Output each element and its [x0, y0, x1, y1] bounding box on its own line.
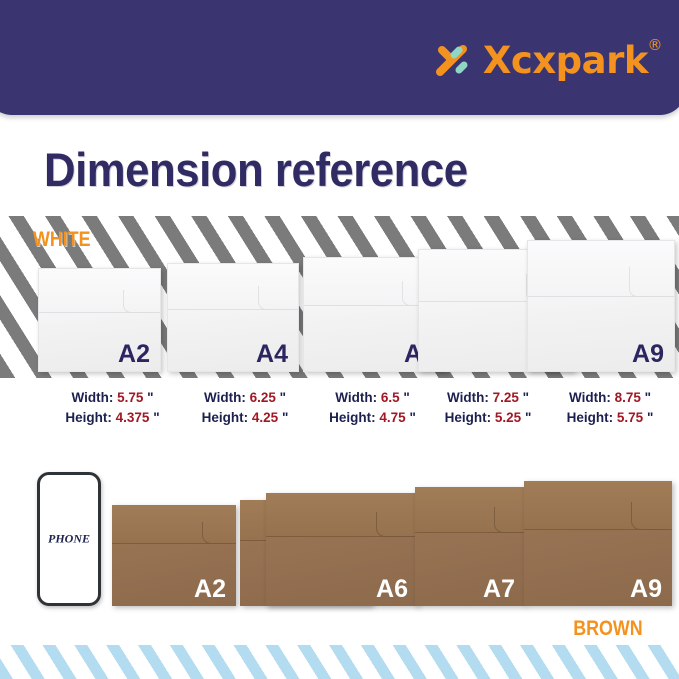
- envelope-flap: [415, 487, 525, 534]
- height-value: 4.375: [115, 410, 150, 425]
- width-value: 6.5: [380, 390, 400, 405]
- dimension-a9: Width: 8.75 " Height: 5.75 ": [545, 388, 675, 428]
- dimension-height-row: Height: 5.25 ": [423, 408, 553, 428]
- brand-lockup: Xcxpark ®: [433, 37, 663, 82]
- width-label: Width:: [446, 390, 489, 405]
- envelope-code: A4: [256, 340, 288, 368]
- brand-name-text: Xcxpark: [482, 38, 649, 82]
- dimension-a6: Width: 6.5 " Height: 4.75 ": [310, 388, 435, 428]
- brown-envelope-a6: A6: [266, 493, 418, 606]
- height-unit: ": [281, 410, 289, 425]
- height-label: Height:: [566, 410, 614, 425]
- brown-section-label: BROWN: [573, 617, 643, 640]
- envelope-flap: [528, 241, 674, 297]
- blue-stripe-band: [0, 645, 679, 679]
- envelope-flap: [168, 264, 298, 310]
- envelope-flap: [266, 493, 418, 537]
- height-unit: ": [153, 410, 160, 425]
- height-value: 5.25: [494, 410, 522, 425]
- dimension-width-row: Width: 6.25 ": [180, 388, 310, 408]
- brown-envelope-a2: A2: [112, 505, 236, 606]
- height-unit: ": [524, 410, 532, 425]
- brown-envelope-a9: A9: [524, 481, 672, 606]
- dimension-a4: Width: 6.25 " Height: 4.25 ": [180, 388, 310, 428]
- height-unit: ": [409, 410, 416, 425]
- width-unit: ": [147, 390, 154, 405]
- height-value: 5.75: [616, 410, 644, 425]
- height-value: 4.25: [251, 410, 279, 425]
- white-envelope-a9: A9: [527, 240, 675, 372]
- height-label: Height:: [65, 410, 112, 425]
- dimension-height-row: Height: 4.375 ": [45, 408, 180, 428]
- width-unit: ": [644, 390, 652, 405]
- envelope-code: A6: [376, 575, 408, 603]
- dimension-width-row: Width: 5.75 ": [45, 388, 180, 408]
- white-envelope-a4: A4: [167, 263, 299, 372]
- width-unit: ": [522, 390, 530, 405]
- phone-label: PHONE: [48, 531, 90, 546]
- envelope-code: A9: [630, 575, 662, 603]
- page-title: Dimension reference: [44, 143, 468, 196]
- envelope-flap: [39, 269, 160, 313]
- dimension-height-row: Height: 5.75 ": [545, 408, 675, 428]
- dimension-height-row: Height: 4.75 ": [310, 408, 435, 428]
- width-value: 7.25: [492, 390, 519, 405]
- dimension-a2: Width: 5.75 " Height: 4.375 ": [45, 388, 180, 428]
- height-label: Height:: [201, 410, 249, 425]
- width-value: 5.75: [117, 390, 144, 405]
- width-unit: ": [279, 390, 287, 405]
- brown-envelope-a7: A7: [415, 487, 525, 606]
- brand-name: Xcxpark ®: [482, 37, 663, 82]
- phone-reference: PHONE: [37, 472, 101, 606]
- envelope-code: A2: [118, 340, 150, 368]
- envelope-flap: [524, 481, 672, 530]
- dimension-width-row: Width: 8.75 ": [545, 388, 675, 408]
- white-envelope-a2: A2: [38, 268, 161, 372]
- dimension-a7: Width: 7.25 " Height: 5.25 ": [423, 388, 553, 428]
- dimension-height-row: Height: 4.25 ": [180, 408, 310, 428]
- envelope-code: A9: [632, 340, 664, 368]
- width-unit: ": [403, 390, 410, 405]
- header-bar: Xcxpark ®: [0, 0, 679, 115]
- white-section-label: WHITE: [33, 228, 91, 251]
- envelope-flap: [112, 505, 236, 545]
- envelope-code: A2: [194, 575, 226, 603]
- width-value: 8.75: [614, 390, 641, 405]
- dimension-width-row: Width: 7.25 ": [423, 388, 553, 408]
- height-unit: ": [646, 410, 654, 425]
- width-label: Width:: [203, 390, 246, 405]
- height-label: Height:: [444, 410, 492, 425]
- width-label: Width:: [335, 390, 378, 405]
- width-label: Width:: [71, 390, 114, 405]
- width-value: 6.25: [249, 390, 276, 405]
- width-label: Width:: [568, 390, 611, 405]
- height-label: Height:: [329, 410, 376, 425]
- dimension-labels: Width: 5.75 " Height: 4.375 " Width: 6.2…: [0, 388, 679, 440]
- envelope-code: A7: [483, 575, 515, 603]
- dimension-width-row: Width: 6.5 ": [310, 388, 435, 408]
- xcxpark-x-logo-icon: [435, 45, 468, 76]
- registered-mark: ®: [647, 35, 663, 54]
- height-value: 4.75: [379, 410, 406, 425]
